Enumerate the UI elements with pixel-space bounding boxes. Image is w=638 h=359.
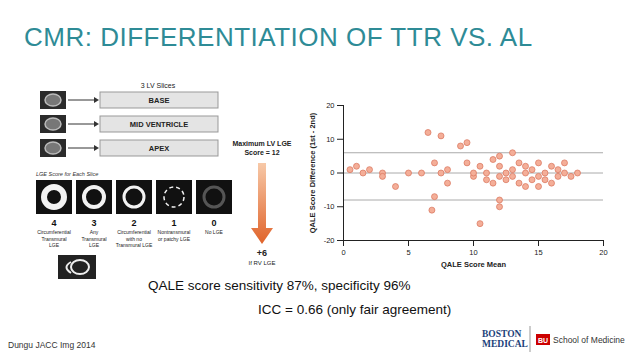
svg-text:10: 10 (326, 135, 334, 144)
svg-text:Transmural: Transmural (81, 236, 106, 242)
svg-text:Transmural LGE: Transmural LGE (116, 242, 153, 248)
svg-text:QALE Score Difference (1st - 2: QALE Score Difference (1st - 2nd) (308, 112, 317, 233)
svg-text:2: 2 (131, 218, 136, 228)
svg-text:1: 1 (171, 218, 176, 228)
svg-text:Circumferential: Circumferential (37, 229, 71, 235)
svg-text:+6: +6 (257, 248, 267, 258)
svg-text:LGE Score for Each Slice: LGE Score for Each Slice (36, 171, 98, 177)
svg-text:MEDICAL: MEDICAL (482, 339, 528, 349)
svg-text:-10: -10 (324, 202, 335, 211)
svg-text:3: 3 (91, 218, 96, 228)
svg-text:MID VENTRICLE: MID VENTRICLE (130, 120, 188, 129)
html-text:CMR: DIFFERENTIATION OF TTR VS: CMR: DIFFERENTIATION OF TTR VS. AL (24, 22, 533, 52)
svg-text:0: 0 (330, 168, 334, 177)
svg-text:BOSTON: BOSTON (482, 329, 522, 339)
svg-text:Score = 12: Score = 12 (244, 149, 279, 156)
svg-text:20: 20 (599, 248, 607, 257)
svg-text:Nontransmural: Nontransmural (158, 229, 191, 235)
svg-text:4: 4 (51, 218, 56, 228)
svg-text:Circumferential: Circumferential (117, 229, 151, 235)
html-text:ICC = 0.66 (only fair agreemen: ICC = 0.66 (only fair agreement) (258, 302, 452, 317)
svg-text:School of Medicine: School of Medicine (553, 335, 625, 345)
svg-text:with no: with no (126, 236, 142, 242)
svg-text:If RV LGE: If RV LGE (249, 260, 276, 266)
svg-text:3 LV Slices: 3 LV Slices (141, 82, 176, 89)
svg-text:20: 20 (326, 101, 334, 110)
svg-text:-20: -20 (324, 236, 335, 245)
svg-text:Any: Any (90, 229, 99, 235)
svg-text:APEX: APEX (149, 144, 169, 153)
svg-text:LGE: LGE (49, 242, 60, 248)
svg-text:Transmural: Transmural (41, 236, 66, 242)
svg-text:0: 0 (211, 218, 216, 228)
svg-text:or patchy LGE: or patchy LGE (158, 236, 191, 242)
svg-text:0: 0 (341, 248, 345, 257)
svg-text:QALE Score Mean: QALE Score Mean (441, 260, 506, 269)
svg-text:LGE: LGE (89, 242, 100, 248)
svg-text:Maximum LV LGE: Maximum LV LGE (233, 140, 292, 147)
svg-text:No LGE: No LGE (205, 229, 223, 235)
svg-text:BASE: BASE (149, 96, 170, 105)
html-text:Dungu JACC Img 2014: Dungu JACC Img 2014 (8, 340, 96, 350)
svg-text:15: 15 (534, 248, 542, 257)
html-text:QALE score sensitivity 87%, sp: QALE score sensitivity 87%, specificity … (148, 278, 411, 293)
svg-text:5: 5 (406, 248, 410, 257)
svg-text:BU: BU (538, 337, 548, 344)
svg-text:10: 10 (469, 248, 477, 257)
